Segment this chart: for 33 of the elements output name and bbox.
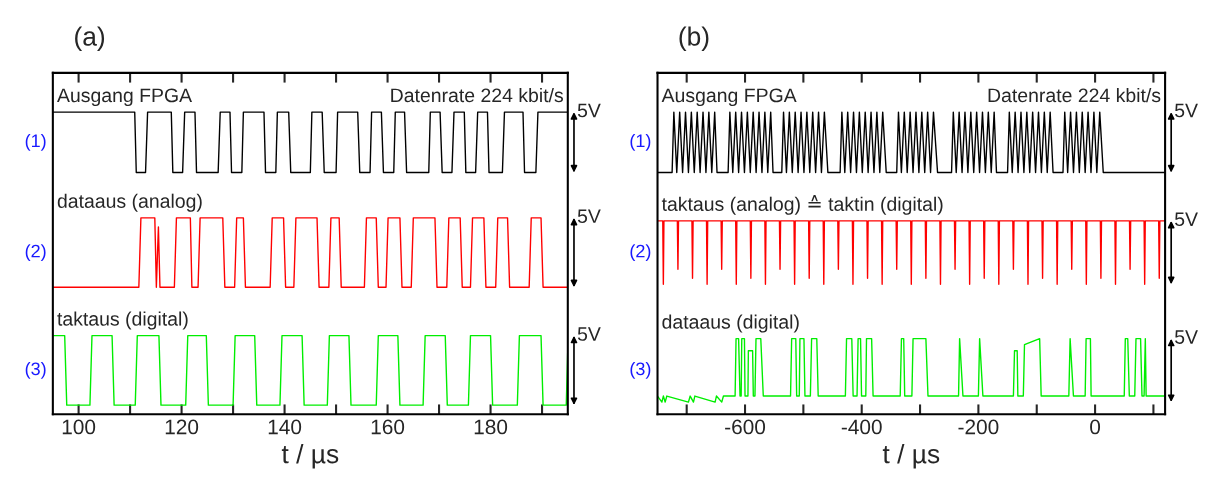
x-tick-label: 140 (268, 419, 302, 435)
x-tick-label: 0 (1090, 419, 1101, 435)
text: 5V (577, 103, 601, 118)
text: 5V (1175, 212, 1198, 227)
chart-title: (b) (679, 26, 709, 52)
x-axis-title: t / µs (882, 444, 940, 469)
x-tick-label: 100 (62, 419, 96, 435)
x-tick-label: 180 (474, 419, 508, 435)
x-tick-label: -200 (958, 419, 999, 435)
series-label: Ausgang FPGA (57, 88, 193, 107)
text: (3) (630, 361, 651, 379)
x-tick-label: 160 (371, 419, 405, 435)
chart-title: (a) (75, 26, 105, 52)
x-tick-label: 120 (165, 419, 199, 435)
text: Datenrate 224 kbit/s (391, 87, 563, 103)
text: 5V (1175, 103, 1198, 118)
text: (2) (630, 244, 651, 261)
series-label: dataaus (analog) (57, 193, 202, 212)
x-tick-label: -400 (841, 419, 882, 435)
text: 5V (1175, 330, 1198, 344)
x-axis-title: t / µs (281, 444, 339, 469)
text: (1) (630, 133, 651, 151)
text: 5V (577, 327, 601, 341)
text: 5V (577, 209, 601, 224)
series-label: dataaus (digital) (662, 314, 799, 333)
series-label: taktaus (digital) (57, 311, 188, 330)
text: (3) (25, 361, 46, 379)
text: (1) (25, 133, 46, 151)
x-tick-label: -600 (725, 419, 766, 435)
text: Datenrate 224 kbit/s (988, 87, 1161, 103)
series-label: taktaus (analog) ≙ taktin (digital) (661, 194, 943, 215)
text: (2) (25, 244, 46, 261)
series-label: Ausgang FPGA (661, 88, 797, 107)
